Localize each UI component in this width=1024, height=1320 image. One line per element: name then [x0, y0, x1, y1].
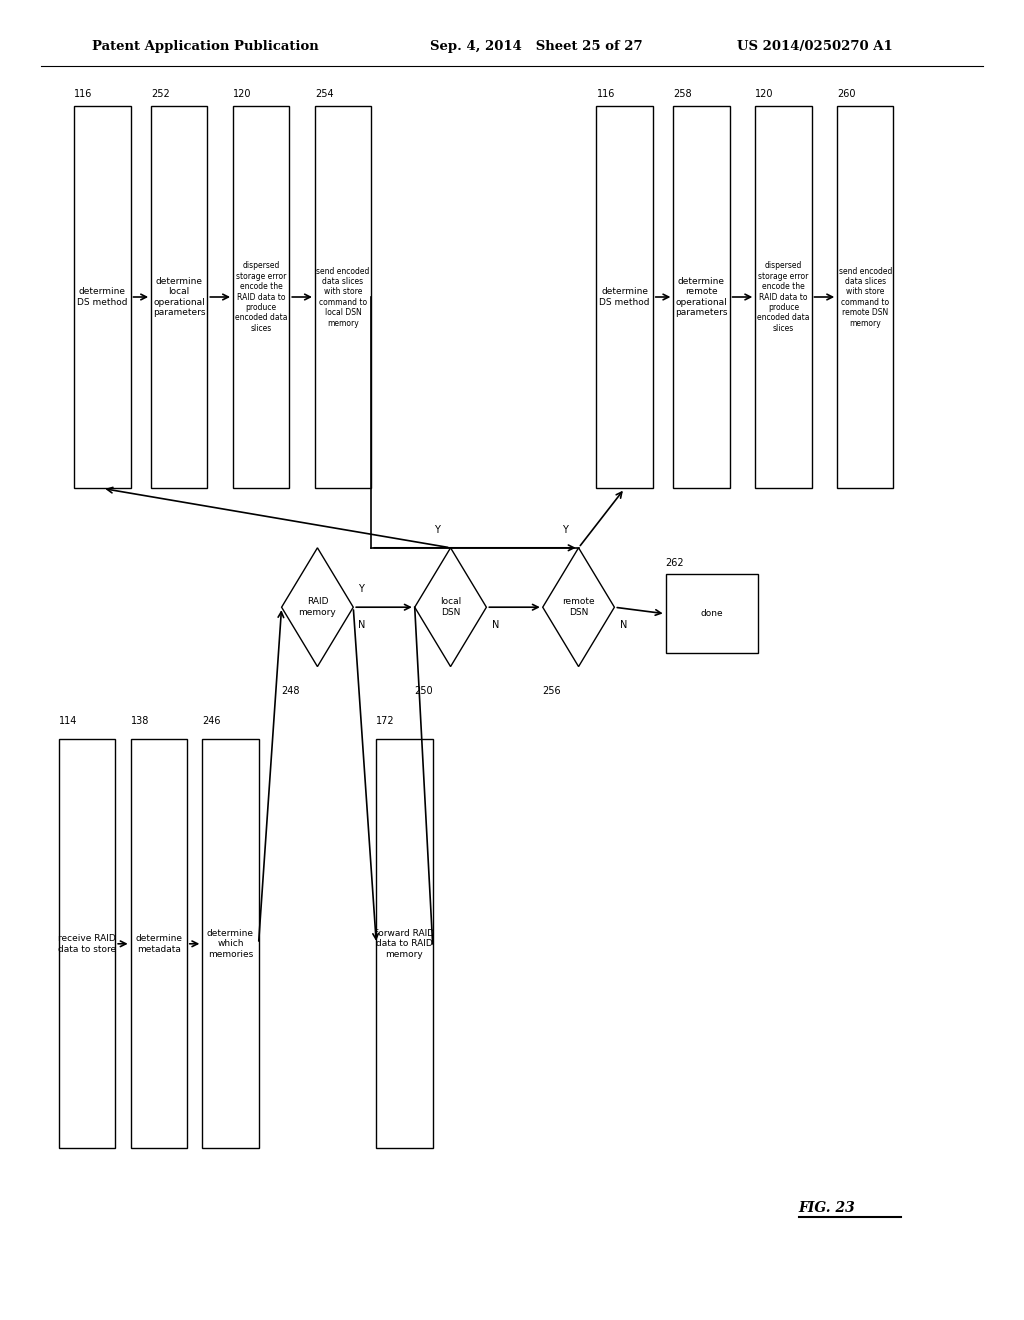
Text: 254: 254	[315, 88, 334, 99]
FancyBboxPatch shape	[756, 106, 812, 488]
Text: determine
local
operational
parameters: determine local operational parameters	[153, 277, 206, 317]
Text: dispersed
storage error
encode the
RAID data to
produce
encoded data
slices: dispersed storage error encode the RAID …	[234, 261, 288, 333]
Text: FIG. 23: FIG. 23	[799, 1201, 855, 1214]
Text: 250: 250	[415, 686, 433, 697]
Text: N: N	[492, 620, 499, 631]
FancyBboxPatch shape	[377, 739, 432, 1148]
Text: remote
DSN: remote DSN	[562, 598, 595, 616]
Text: 116: 116	[75, 88, 92, 99]
FancyBboxPatch shape	[75, 106, 131, 488]
Polygon shape	[282, 548, 353, 667]
Text: Y: Y	[562, 524, 568, 535]
Text: send encoded
data slices
with store
command to
local DSN
memory: send encoded data slices with store comm…	[316, 267, 370, 327]
Text: done: done	[700, 610, 723, 618]
Text: determine
metadata: determine metadata	[135, 935, 182, 953]
FancyBboxPatch shape	[838, 106, 893, 488]
Text: Y: Y	[434, 524, 440, 535]
Text: 120: 120	[756, 88, 774, 99]
Text: 138: 138	[131, 715, 148, 726]
FancyBboxPatch shape	[596, 106, 653, 488]
FancyBboxPatch shape	[203, 739, 258, 1148]
FancyBboxPatch shape	[152, 106, 207, 488]
FancyBboxPatch shape	[315, 106, 371, 488]
Text: determine
DS method: determine DS method	[599, 288, 650, 306]
FancyBboxPatch shape	[59, 739, 116, 1148]
Text: dispersed
storage error
encode the
RAID data to
produce
encoded data
slices: dispersed storage error encode the RAID …	[757, 261, 810, 333]
Text: 246: 246	[203, 715, 221, 726]
Text: 120: 120	[233, 88, 252, 99]
Text: 252: 252	[152, 88, 170, 99]
Text: 258: 258	[674, 88, 692, 99]
Polygon shape	[543, 548, 614, 667]
Text: receive RAID
data to store: receive RAID data to store	[58, 935, 116, 953]
Text: determine
DS method: determine DS method	[77, 288, 128, 306]
Text: 172: 172	[377, 715, 395, 726]
Text: Y: Y	[358, 583, 365, 594]
FancyBboxPatch shape	[674, 106, 730, 488]
Text: 116: 116	[596, 88, 614, 99]
Text: 260: 260	[838, 88, 856, 99]
FancyBboxPatch shape	[666, 574, 758, 653]
Text: determine
which
memories: determine which memories	[207, 929, 254, 958]
Text: US 2014/0250270 A1: US 2014/0250270 A1	[737, 40, 893, 53]
Text: 262: 262	[666, 557, 684, 568]
Text: determine
remote
operational
parameters: determine remote operational parameters	[675, 277, 728, 317]
Text: 114: 114	[59, 715, 77, 726]
Text: 248: 248	[282, 686, 300, 697]
Text: N: N	[620, 620, 627, 631]
FancyBboxPatch shape	[131, 739, 186, 1148]
Text: N: N	[358, 620, 366, 631]
Text: send encoded
data slices
with store
command to
remote DSN
memory: send encoded data slices with store comm…	[839, 267, 892, 327]
Text: local
DSN: local DSN	[440, 598, 461, 616]
Polygon shape	[415, 548, 486, 667]
Text: forward RAID
data to RAID
memory: forward RAID data to RAID memory	[375, 929, 434, 958]
Text: RAID
memory: RAID memory	[299, 598, 336, 616]
Text: Patent Application Publication: Patent Application Publication	[92, 40, 318, 53]
FancyBboxPatch shape	[233, 106, 290, 488]
Text: Sep. 4, 2014   Sheet 25 of 27: Sep. 4, 2014 Sheet 25 of 27	[430, 40, 643, 53]
Text: 256: 256	[543, 686, 561, 697]
